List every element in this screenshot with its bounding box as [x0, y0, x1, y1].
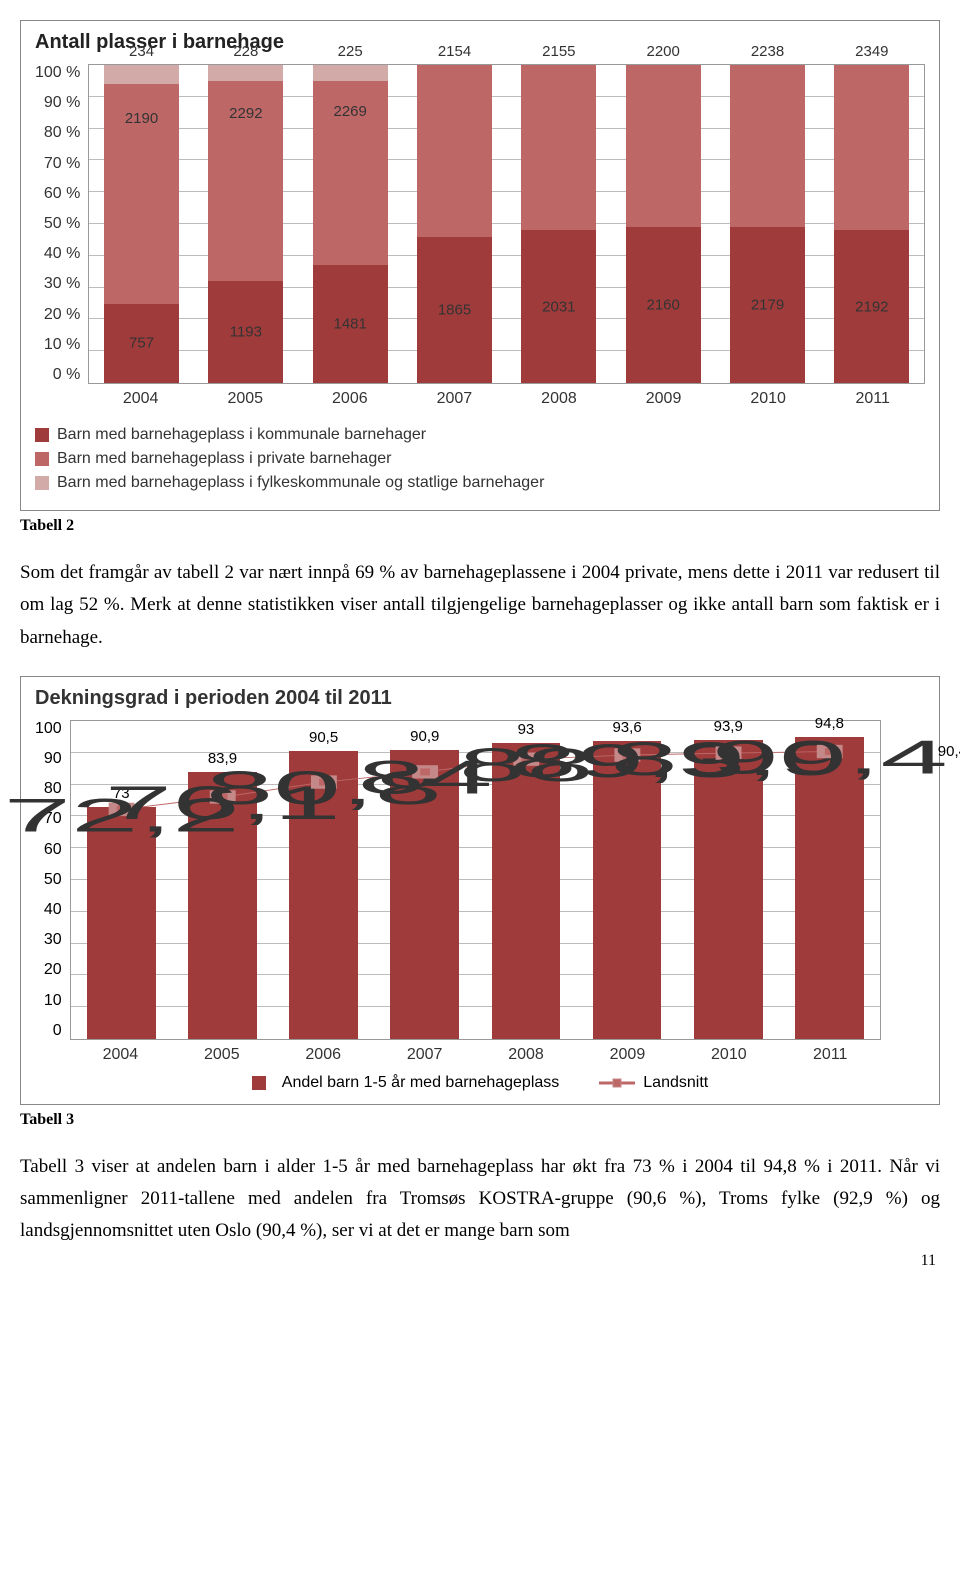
paragraph-1: Som det framgår av tabell 2 var nært inn… [20, 557, 940, 654]
tabell3-label: Tabell 3 [20, 1111, 940, 1129]
xtick: 2005 [185, 1046, 258, 1064]
ytick: 100 [35, 720, 62, 738]
xtick: 2004 [103, 390, 178, 408]
ytick: 0 % [53, 366, 81, 384]
ytick: 90 % [44, 94, 80, 112]
ytick: 80 % [44, 124, 80, 142]
ytick: 10 [44, 992, 62, 1010]
xtick: 2008 [490, 1046, 563, 1064]
xtick: 2004 [84, 1046, 157, 1064]
page-number: 11 [20, 1252, 940, 1270]
chart1-plot: 2342190757 22822921193 22522691481 21541865… [88, 64, 925, 384]
legend-kommunale-label: Barn med barnehageplass i kommunale barn… [57, 426, 426, 444]
bar-column: 22522691481 [313, 65, 388, 383]
chart1-yaxis: 0 % 10 % 20 % 30 % 40 % 50 % 60 % 70 % 80 % 90 % 1… [35, 64, 88, 384]
xtick: 2007 [417, 390, 492, 408]
xtick: 2010 [692, 1046, 765, 1064]
chart2-extra-label: 90,4 [938, 743, 960, 760]
ytick: 50 % [44, 215, 80, 233]
chart2-line: 72,276,180,8848889,389,990,4 [71, 721, 880, 1039]
bar-column: 22382179 [730, 65, 805, 383]
xtick: 2006 [287, 1046, 360, 1064]
ytick: 60 [44, 841, 62, 859]
swatch-bars [252, 1076, 266, 1090]
xtick: 2009 [626, 390, 701, 408]
ytick: 20 [44, 961, 62, 979]
legend-line-label: Landsnitt [643, 1074, 708, 1092]
chart2-title: Dekningsgrad i perioden 2004 til 2011 [35, 687, 925, 710]
ytick: 30 % [44, 275, 80, 293]
bar-column: 21552031 [521, 65, 596, 383]
chart2-xaxis: 2004 2005 2006 2007 2008 2009 2010 2011 [70, 1046, 881, 1064]
legend-kommunale: Barn med barnehageplass i kommunale barn… [35, 426, 925, 444]
legend-line: Landsnitt [599, 1074, 708, 1092]
svg-text:90,4: 90,4 [711, 730, 947, 783]
paragraph-2: Tabell 3 viser at andelen barn i alder 1… [20, 1151, 940, 1248]
bar-column: 22002160 [626, 65, 701, 383]
chart-antall-plasser: Antall plasser i barnehage 0 % 10 % 20 % 30… [20, 20, 940, 511]
bar-column: 21541865 [417, 65, 492, 383]
chart1-title: Antall plasser i barnehage [35, 31, 925, 54]
legend-bars-label: Andel barn 1-5 år med barnehageplass [282, 1074, 560, 1092]
chart-dekningsgrad: Dekningsgrad i perioden 2004 til 2011 0 1… [20, 676, 940, 1105]
swatch-private [35, 452, 49, 466]
xtick: 2010 [730, 390, 805, 408]
ytick: 60 % [44, 185, 80, 203]
legend-private: Barn med barnehageplass i private barneh… [35, 450, 925, 468]
xtick: 2007 [388, 1046, 461, 1064]
chart2-legend: Andel barn 1-5 år med barnehageplass Lan… [35, 1074, 925, 1092]
legend-fylkes-label: Barn med barnehageplass i fylkeskommunal… [57, 474, 544, 492]
ytick: 40 [44, 901, 62, 919]
xtick: 2008 [521, 390, 596, 408]
swatch-fylkes [35, 476, 49, 490]
bar-column: 23492192 [834, 65, 909, 383]
xtick: 2011 [835, 390, 910, 408]
legend-private-label: Barn med barnehageplass i private barneh… [57, 450, 391, 468]
ytick: 20 % [44, 306, 80, 324]
xtick: 2009 [591, 1046, 664, 1064]
swatch-kommunale [35, 428, 49, 442]
swatch-line [599, 1076, 635, 1090]
legend-fylkes: Barn med barnehageplass i fylkeskommunal… [35, 474, 925, 492]
ytick: 100 % [35, 64, 80, 82]
ytick: 30 [44, 931, 62, 949]
chart1-bars: 2342190757 22822921193 22522691481 21541865… [89, 65, 924, 383]
ytick: 70 % [44, 155, 80, 173]
ytick: 0 [53, 1022, 62, 1040]
tabell2-label: Tabell 2 [20, 517, 940, 535]
bar-column: 22822921193 [208, 65, 283, 383]
chart2-plot: 7383,990,590,99393,693,994,8 72,276,180,… [70, 720, 881, 1040]
chart1-xaxis: 2004 2005 2006 2007 2008 2009 2010 2011 [88, 390, 925, 408]
xtick: 2005 [208, 390, 283, 408]
ytick: 90 [44, 750, 62, 768]
ytick: 50 [44, 871, 62, 889]
legend-bars: Andel barn 1-5 år med barnehageplass [252, 1074, 560, 1092]
xtick: 2011 [794, 1046, 867, 1064]
chart2-yaxis: 0102030405060708090100 [35, 720, 70, 1040]
bar-column: 2342190757 [104, 65, 179, 383]
ytick: 40 % [44, 245, 80, 263]
chart1-legend: Barn med barnehageplass i kommunale barn… [35, 426, 925, 492]
ytick: 10 % [44, 336, 80, 354]
xtick: 2006 [312, 390, 387, 408]
